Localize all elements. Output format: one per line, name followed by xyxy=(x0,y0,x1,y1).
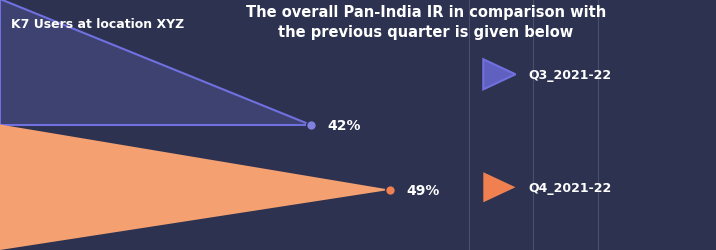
Polygon shape xyxy=(483,60,516,90)
Text: 42%: 42% xyxy=(327,118,361,132)
Text: 49%: 49% xyxy=(406,183,440,197)
Text: The overall Pan-India IR in comparison with
the previous quarter is given below: The overall Pan-India IR in comparison w… xyxy=(246,5,606,40)
Text: Q4_2021-22: Q4_2021-22 xyxy=(528,181,611,194)
Polygon shape xyxy=(0,125,390,250)
Text: Q3_2021-22: Q3_2021-22 xyxy=(528,68,611,82)
Polygon shape xyxy=(0,0,311,125)
Text: K7 Users at location XYZ: K7 Users at location XYZ xyxy=(11,18,184,30)
Polygon shape xyxy=(483,172,516,203)
